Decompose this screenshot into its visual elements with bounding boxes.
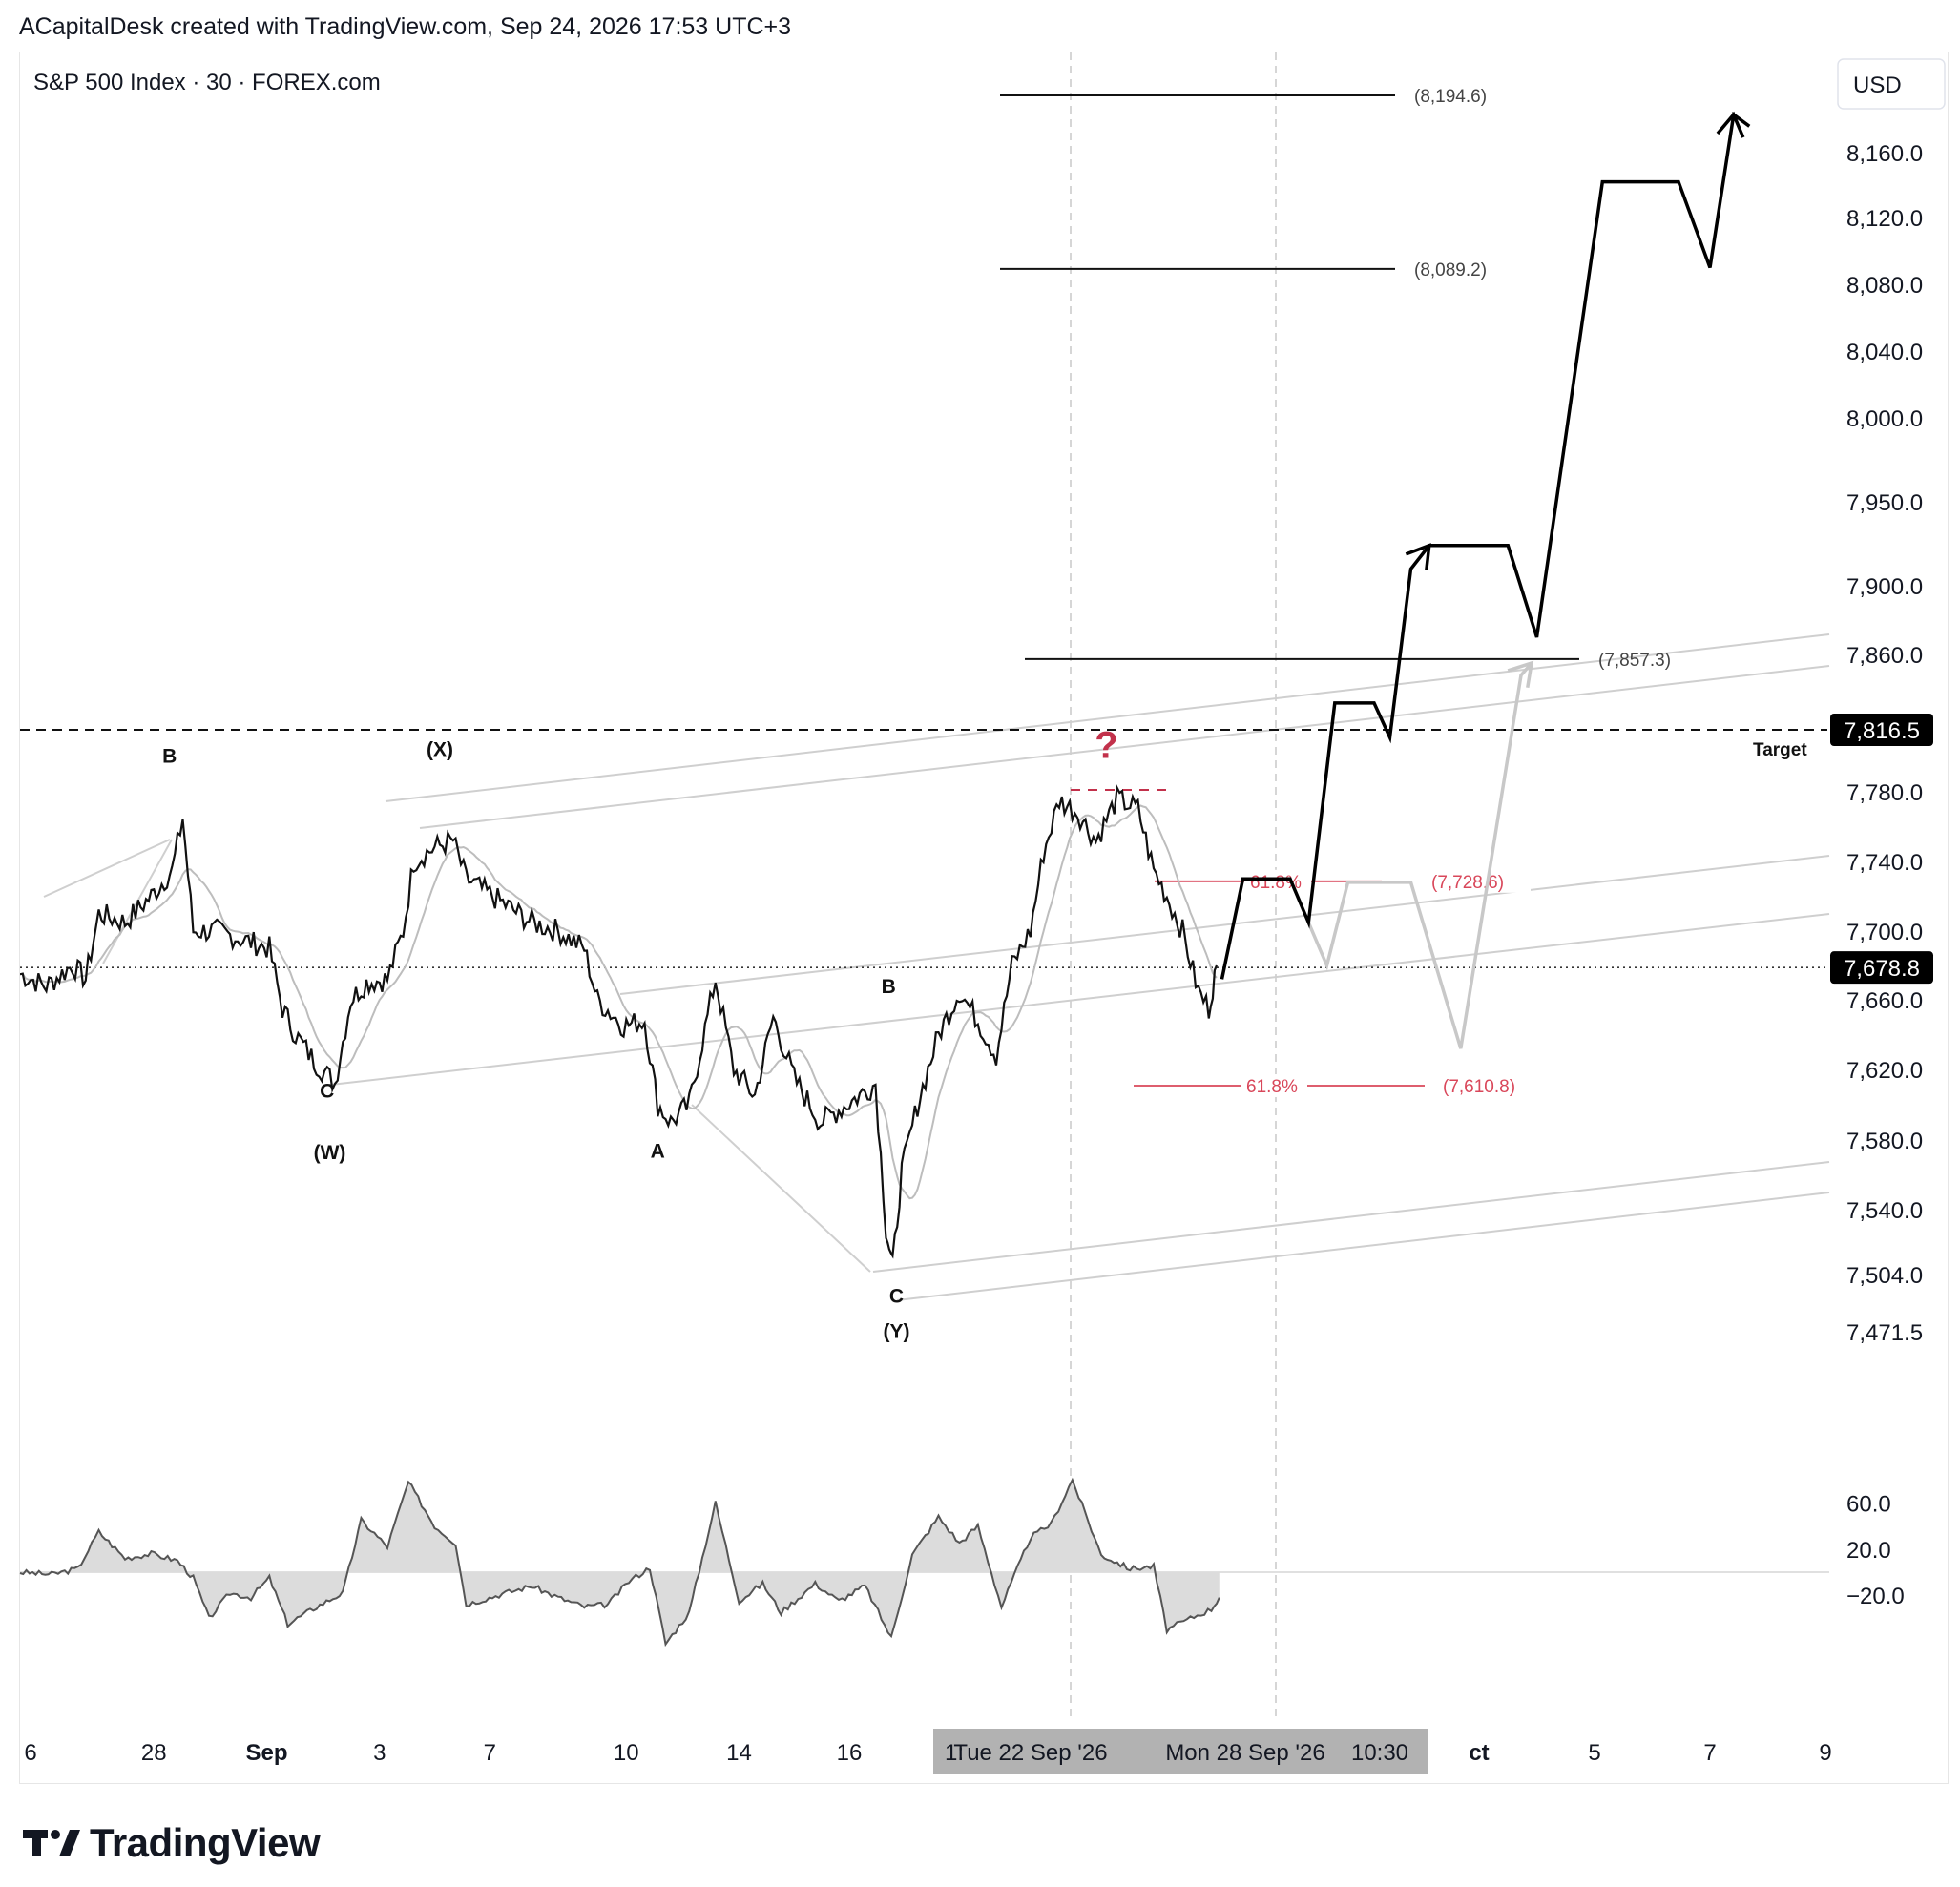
price-tick-5: 7,950.0 xyxy=(1846,490,1923,516)
level-label-0: (8,194.6) xyxy=(1414,87,1487,107)
time-tick-11: 7 xyxy=(1703,1740,1716,1766)
elliott-wave-labels: B (X) C (W) A B C (Y)? xyxy=(162,724,1118,1342)
time-tick-4: 7 xyxy=(484,1740,496,1766)
oscillator-tick-0: 60.0 xyxy=(1846,1491,1891,1517)
fib-value-0: (7,728.6) xyxy=(1431,873,1504,893)
oscillator-tick-1: 20.0 xyxy=(1846,1538,1891,1564)
price-tick-3: 8,040.0 xyxy=(1846,340,1923,365)
crosshair-time-label-0: Tue 22 Sep '26 xyxy=(953,1740,1107,1766)
price-tick-0: 8,160.0 xyxy=(1846,141,1923,167)
time-tick-5: 10 xyxy=(614,1740,639,1766)
fib-pct-1: 61.8% xyxy=(1246,1077,1298,1097)
fib-pct-bg-0 xyxy=(1244,869,1311,893)
fib-value-bg-1 xyxy=(1437,1074,1542,1098)
time-tick-9: ct xyxy=(1469,1740,1489,1766)
wave-label-7: (Y) xyxy=(884,1320,910,1342)
price-tick-1: 8,120.0 xyxy=(1846,206,1923,232)
wave-label-1: (X) xyxy=(427,739,453,761)
oscillator-tick-2: −20.0 xyxy=(1846,1584,1905,1609)
arrow-head-wave-5 xyxy=(1716,111,1745,138)
price-tick-15: 7,504.0 xyxy=(1846,1263,1923,1289)
level-label-1: (8,089.2) xyxy=(1414,260,1487,280)
price-tick-8: 7,780.0 xyxy=(1846,780,1923,806)
time-tick-8: 1: xyxy=(945,1740,964,1766)
oscillator-line xyxy=(19,1477,1220,1648)
price-axis[interactable]: 8,160.0 8,120.0 8,080.0 8,040.0 8,000.0 7,950… xyxy=(1846,141,1923,1346)
price-tick-9: 7,740.0 xyxy=(1846,850,1923,876)
wave-label-6: C xyxy=(889,1286,904,1308)
price-moving-average xyxy=(20,804,1218,1200)
currency-label: USD xyxy=(1853,73,1902,98)
wave-label-8: ? xyxy=(1095,724,1117,766)
time-axis[interactable]: Tue 22 Sep '26 Mon 28 Sep '26 10:30 6 28 Sep 3… xyxy=(24,1729,1832,1774)
price-tick-16: 7,471.5 xyxy=(1846,1320,1923,1346)
target-name: Target xyxy=(1753,740,1807,760)
current-price-tag[interactable] xyxy=(1830,951,1933,985)
time-tick-6: 14 xyxy=(726,1740,752,1766)
price-tick-2: 8,080.0 xyxy=(1846,273,1923,299)
chart-frame xyxy=(19,52,1949,1784)
arrow-head-alternate xyxy=(1507,660,1534,689)
current-price-label: 7,678.8 xyxy=(1844,956,1920,982)
arrow-head-wave-3 xyxy=(1405,543,1431,570)
trend-channel-lines xyxy=(43,633,1830,1301)
price-tick-14: 7,540.0 xyxy=(1846,1198,1923,1224)
chart-credit-header: ACapitalDesk created with TradingView.co… xyxy=(19,13,792,40)
projection-alternate-path xyxy=(1306,661,1533,1049)
price-tick-7: 7,860.0 xyxy=(1846,643,1923,669)
wave-label-0: B xyxy=(162,746,177,768)
crosshair-time-label-2: 10:30 xyxy=(1351,1740,1408,1766)
wave-label-2: C xyxy=(320,1081,334,1103)
time-tick-7: 16 xyxy=(837,1740,863,1766)
crosshair-time-label-1: Mon 28 Sep '26 xyxy=(1165,1740,1324,1766)
wave-label-4: A xyxy=(651,1140,665,1162)
target-price-tag[interactable] xyxy=(1830,714,1933,746)
tradingview-logo[interactable]: TradingView xyxy=(23,1820,321,1866)
tradingview-logo-icon xyxy=(23,1830,80,1856)
price-tick-4: 8,000.0 xyxy=(1846,406,1923,432)
price-levels: (8,194.6) (8,089.2) (7,857.3) 61.8% (7,728.6… xyxy=(20,87,1933,1098)
oscillator-area xyxy=(20,1480,1220,1645)
oscillator-axis[interactable]: 60.0 20.0 −20.0 xyxy=(1846,1491,1905,1609)
price-tick-11: 7,660.0 xyxy=(1846,988,1923,1014)
projection-arrow-heads xyxy=(1405,111,1745,689)
price-tick-13: 7,580.0 xyxy=(1846,1129,1923,1154)
tradingview-brand-text: TradingView xyxy=(90,1820,321,1865)
currency-box[interactable] xyxy=(1837,58,1946,110)
fib-pct-bg-1 xyxy=(1241,1074,1307,1098)
time-tick-1: 28 xyxy=(141,1740,167,1766)
fib-value-1: (7,610.8) xyxy=(1443,1077,1515,1097)
chart-canvas[interactable]: S&P 500 Index · 30 · FOREX.com USD (8,19… xyxy=(0,0,1960,1794)
wave-label-3: (W) xyxy=(314,1142,346,1164)
time-tick-2: Sep xyxy=(245,1740,287,1766)
projection-primary-path xyxy=(1220,111,1751,980)
fib-value-bg-0 xyxy=(1426,869,1531,893)
time-tick-3: 3 xyxy=(373,1740,386,1766)
level-label-2: (7,857.3) xyxy=(1598,651,1671,671)
chart-title: S&P 500 Index · 30 · FOREX.com xyxy=(33,70,381,95)
crosshair-time-bar xyxy=(933,1729,1428,1774)
time-tick-12: 9 xyxy=(1819,1740,1831,1766)
price-tick-10: 7,700.0 xyxy=(1846,920,1923,945)
time-tick-0: 6 xyxy=(24,1740,36,1766)
time-tick-10: 5 xyxy=(1588,1740,1600,1766)
price-series-line xyxy=(20,783,1219,1259)
target-price-label: 7,816.5 xyxy=(1844,718,1920,744)
price-tick-6: 7,900.0 xyxy=(1846,574,1923,600)
wave-label-5: B xyxy=(882,976,896,998)
price-tick-12: 7,620.0 xyxy=(1846,1058,1923,1084)
